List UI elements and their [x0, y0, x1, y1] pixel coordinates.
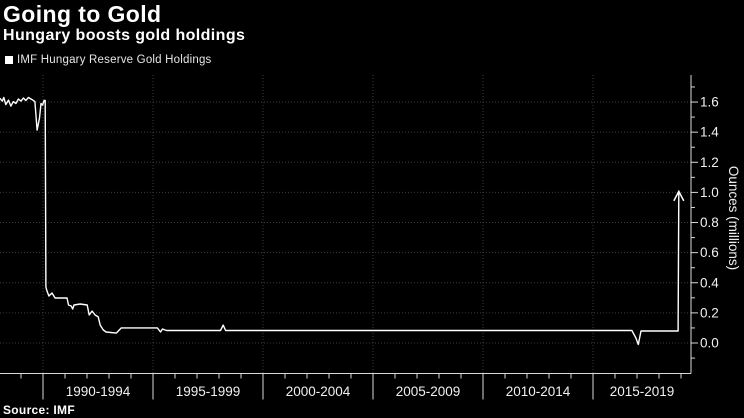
x-tick-label: 1990-1994 — [66, 384, 131, 399]
source-caption: Source: IMF — [3, 403, 75, 417]
x-tick-label: 2010-2014 — [506, 384, 571, 399]
x-tick-label: 2000-2004 — [286, 384, 351, 399]
x-tick-label: 1995-1999 — [176, 384, 241, 399]
y-tick-label: 1.6 — [700, 95, 719, 110]
y-tick-label: 0.2 — [700, 305, 719, 320]
series-line — [0, 96, 680, 346]
y-tick-label: 0.4 — [700, 275, 719, 290]
chart-title: Going to Gold — [3, 1, 162, 27]
y-tick-label: 1.2 — [700, 155, 719, 170]
trend-arrow-icon — [673, 189, 685, 202]
x-tick-label: 2005-2009 — [396, 384, 461, 399]
chart-subtitle: Hungary boosts gold holdings — [3, 27, 246, 44]
legend-swatch-icon — [5, 56, 13, 64]
legend-label: IMF Hungary Reserve Gold Holdings — [17, 54, 212, 66]
y-axis-title: Ounces (millions) — [726, 166, 741, 270]
y-tick-label: 0.0 — [700, 336, 719, 351]
y-tick-label: 1.0 — [700, 185, 719, 200]
x-tick-label: 2015-2019 — [610, 384, 675, 399]
y-tick-label: 1.4 — [700, 125, 719, 140]
y-tick-label: 0.6 — [700, 245, 719, 260]
y-tick-label: 0.8 — [700, 215, 719, 230]
legend: IMF Hungary Reserve Gold Holdings — [5, 54, 212, 66]
